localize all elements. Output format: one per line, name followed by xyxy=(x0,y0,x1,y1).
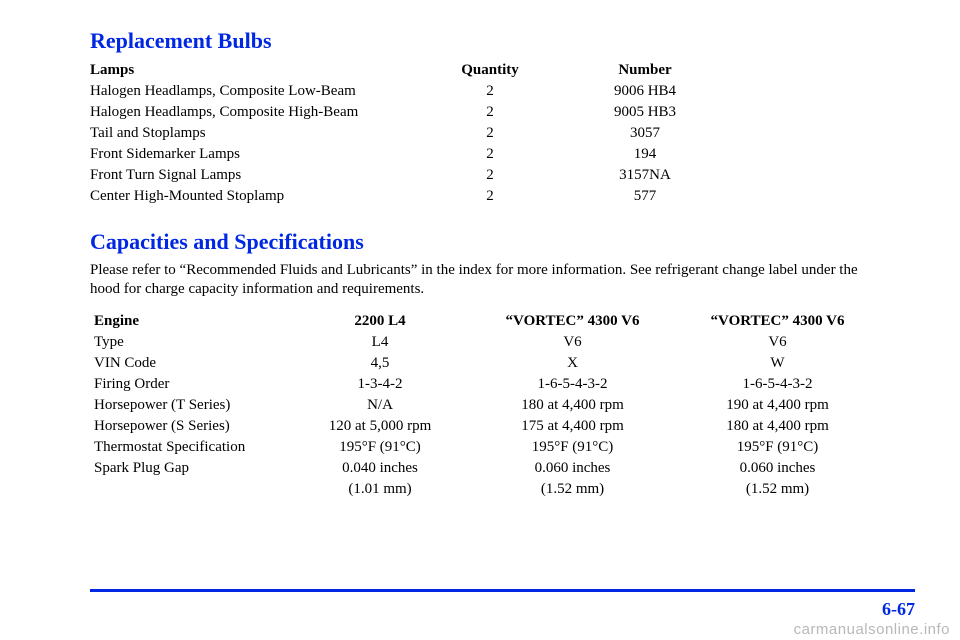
cell-value: V6 xyxy=(675,332,880,353)
cell-lamp: Center High-Mounted Stoplamp xyxy=(90,186,420,207)
intro-paragraph: Please refer to “Recommended Fluids and … xyxy=(90,261,880,299)
table-header-row: Lamps Quantity Number xyxy=(90,60,730,81)
cell-value: 120 at 5,000 rpm xyxy=(290,416,470,437)
table-row: Front Turn Signal Lamps 2 3157NA xyxy=(90,165,730,186)
cell-value: 0.060 inches xyxy=(470,458,675,479)
table-row: Horsepower (T Series) N/A 180 at 4,400 r… xyxy=(90,395,880,416)
table-row: Halogen Headlamps, Composite High-Beam 2… xyxy=(90,102,730,123)
manual-page: Replacement Bulbs Lamps Quantity Number … xyxy=(0,0,960,500)
table-row: (1.01 mm) (1.52 mm) (1.52 mm) xyxy=(90,479,880,500)
cell-value: N/A xyxy=(290,395,470,416)
cell-label: VIN Code xyxy=(90,353,290,374)
cell-lamp: Halogen Headlamps, Composite Low-Beam xyxy=(90,81,420,102)
table-row: Center High-Mounted Stoplamp 2 577 xyxy=(90,186,730,207)
table-row: Type L4 V6 V6 xyxy=(90,332,880,353)
cell-value: L4 xyxy=(290,332,470,353)
cell-value: 180 at 4,400 rpm xyxy=(470,395,675,416)
cell-qty: 2 xyxy=(420,123,560,144)
cell-num: 194 xyxy=(560,144,730,165)
cell-qty: 2 xyxy=(420,102,560,123)
col-header-2200: 2200 L4 xyxy=(290,311,470,332)
cell-qty: 2 xyxy=(420,165,560,186)
cell-value: 195°F (91°C) xyxy=(675,437,880,458)
cell-label: Spark Plug Gap xyxy=(90,458,290,479)
col-header-quantity: Quantity xyxy=(420,60,560,81)
cell-num: 3157NA xyxy=(560,165,730,186)
cell-lamp: Front Sidemarker Lamps xyxy=(90,144,420,165)
table-row: Front Sidemarker Lamps 2 194 xyxy=(90,144,730,165)
cell-qty: 2 xyxy=(420,81,560,102)
table-row: Horsepower (S Series) 120 at 5,000 rpm 1… xyxy=(90,416,880,437)
cell-value: 175 at 4,400 rpm xyxy=(470,416,675,437)
footer-rule xyxy=(90,589,915,592)
cell-value: 1-6-5-4-3-2 xyxy=(675,374,880,395)
cell-label xyxy=(90,479,290,500)
table-row: Halogen Headlamps, Composite Low-Beam 2 … xyxy=(90,81,730,102)
heading-replacement-bulbs: Replacement Bulbs xyxy=(90,28,880,54)
cell-qty: 2 xyxy=(420,144,560,165)
col-header-vortec-x: “VORTEC” 4300 V6 xyxy=(470,311,675,332)
table-row: VIN Code 4,5 X W xyxy=(90,353,880,374)
col-header-vortec-w: “VORTEC” 4300 V6 xyxy=(675,311,880,332)
cell-label: Horsepower (S Series) xyxy=(90,416,290,437)
col-header-number: Number xyxy=(560,60,730,81)
cell-num: 577 xyxy=(560,186,730,207)
cell-value: 180 at 4,400 rpm xyxy=(675,416,880,437)
cell-value: (1.52 mm) xyxy=(675,479,880,500)
cell-value: 195°F (91°C) xyxy=(290,437,470,458)
cell-lamp: Halogen Headlamps, Composite High-Beam xyxy=(90,102,420,123)
cell-value: 1-6-5-4-3-2 xyxy=(470,374,675,395)
table-row: Thermostat Specification 195°F (91°C) 19… xyxy=(90,437,880,458)
spec-table: Engine 2200 L4 “VORTEC” 4300 V6 “VORTEC”… xyxy=(90,311,880,500)
cell-label: Thermostat Specification xyxy=(90,437,290,458)
table-row: Spark Plug Gap 0.040 inches 0.060 inches… xyxy=(90,458,880,479)
cell-value: 0.060 inches xyxy=(675,458,880,479)
cell-value: 0.040 inches xyxy=(290,458,470,479)
heading-capacities-specs: Capacities and Specifications xyxy=(90,229,880,255)
table-row: Tail and Stoplamps 2 3057 xyxy=(90,123,730,144)
cell-value: W xyxy=(675,353,880,374)
cell-label: Firing Order xyxy=(90,374,290,395)
cell-value: 190 at 4,400 rpm xyxy=(675,395,880,416)
cell-num: 3057 xyxy=(560,123,730,144)
col-header-engine: Engine xyxy=(90,311,290,332)
cell-qty: 2 xyxy=(420,186,560,207)
table-row: Firing Order 1-3-4-2 1-6-5-4-3-2 1-6-5-4… xyxy=(90,374,880,395)
cell-value: X xyxy=(470,353,675,374)
col-header-lamps: Lamps xyxy=(90,60,420,81)
cell-value: (1.52 mm) xyxy=(470,479,675,500)
page-number: 6-67 xyxy=(882,599,915,620)
cell-num: 9005 HB3 xyxy=(560,102,730,123)
cell-value: V6 xyxy=(470,332,675,353)
cell-lamp: Front Turn Signal Lamps xyxy=(90,165,420,186)
cell-value: 4,5 xyxy=(290,353,470,374)
cell-num: 9006 HB4 xyxy=(560,81,730,102)
bulbs-table: Lamps Quantity Number Halogen Headlamps,… xyxy=(90,60,730,207)
cell-label: Type xyxy=(90,332,290,353)
cell-value: 1-3-4-2 xyxy=(290,374,470,395)
table-header-row: Engine 2200 L4 “VORTEC” 4300 V6 “VORTEC”… xyxy=(90,311,880,332)
watermark: carmanualsonline.info xyxy=(794,621,950,638)
cell-lamp: Tail and Stoplamps xyxy=(90,123,420,144)
cell-label: Horsepower (T Series) xyxy=(90,395,290,416)
cell-value: 195°F (91°C) xyxy=(470,437,675,458)
cell-value: (1.01 mm) xyxy=(290,479,470,500)
